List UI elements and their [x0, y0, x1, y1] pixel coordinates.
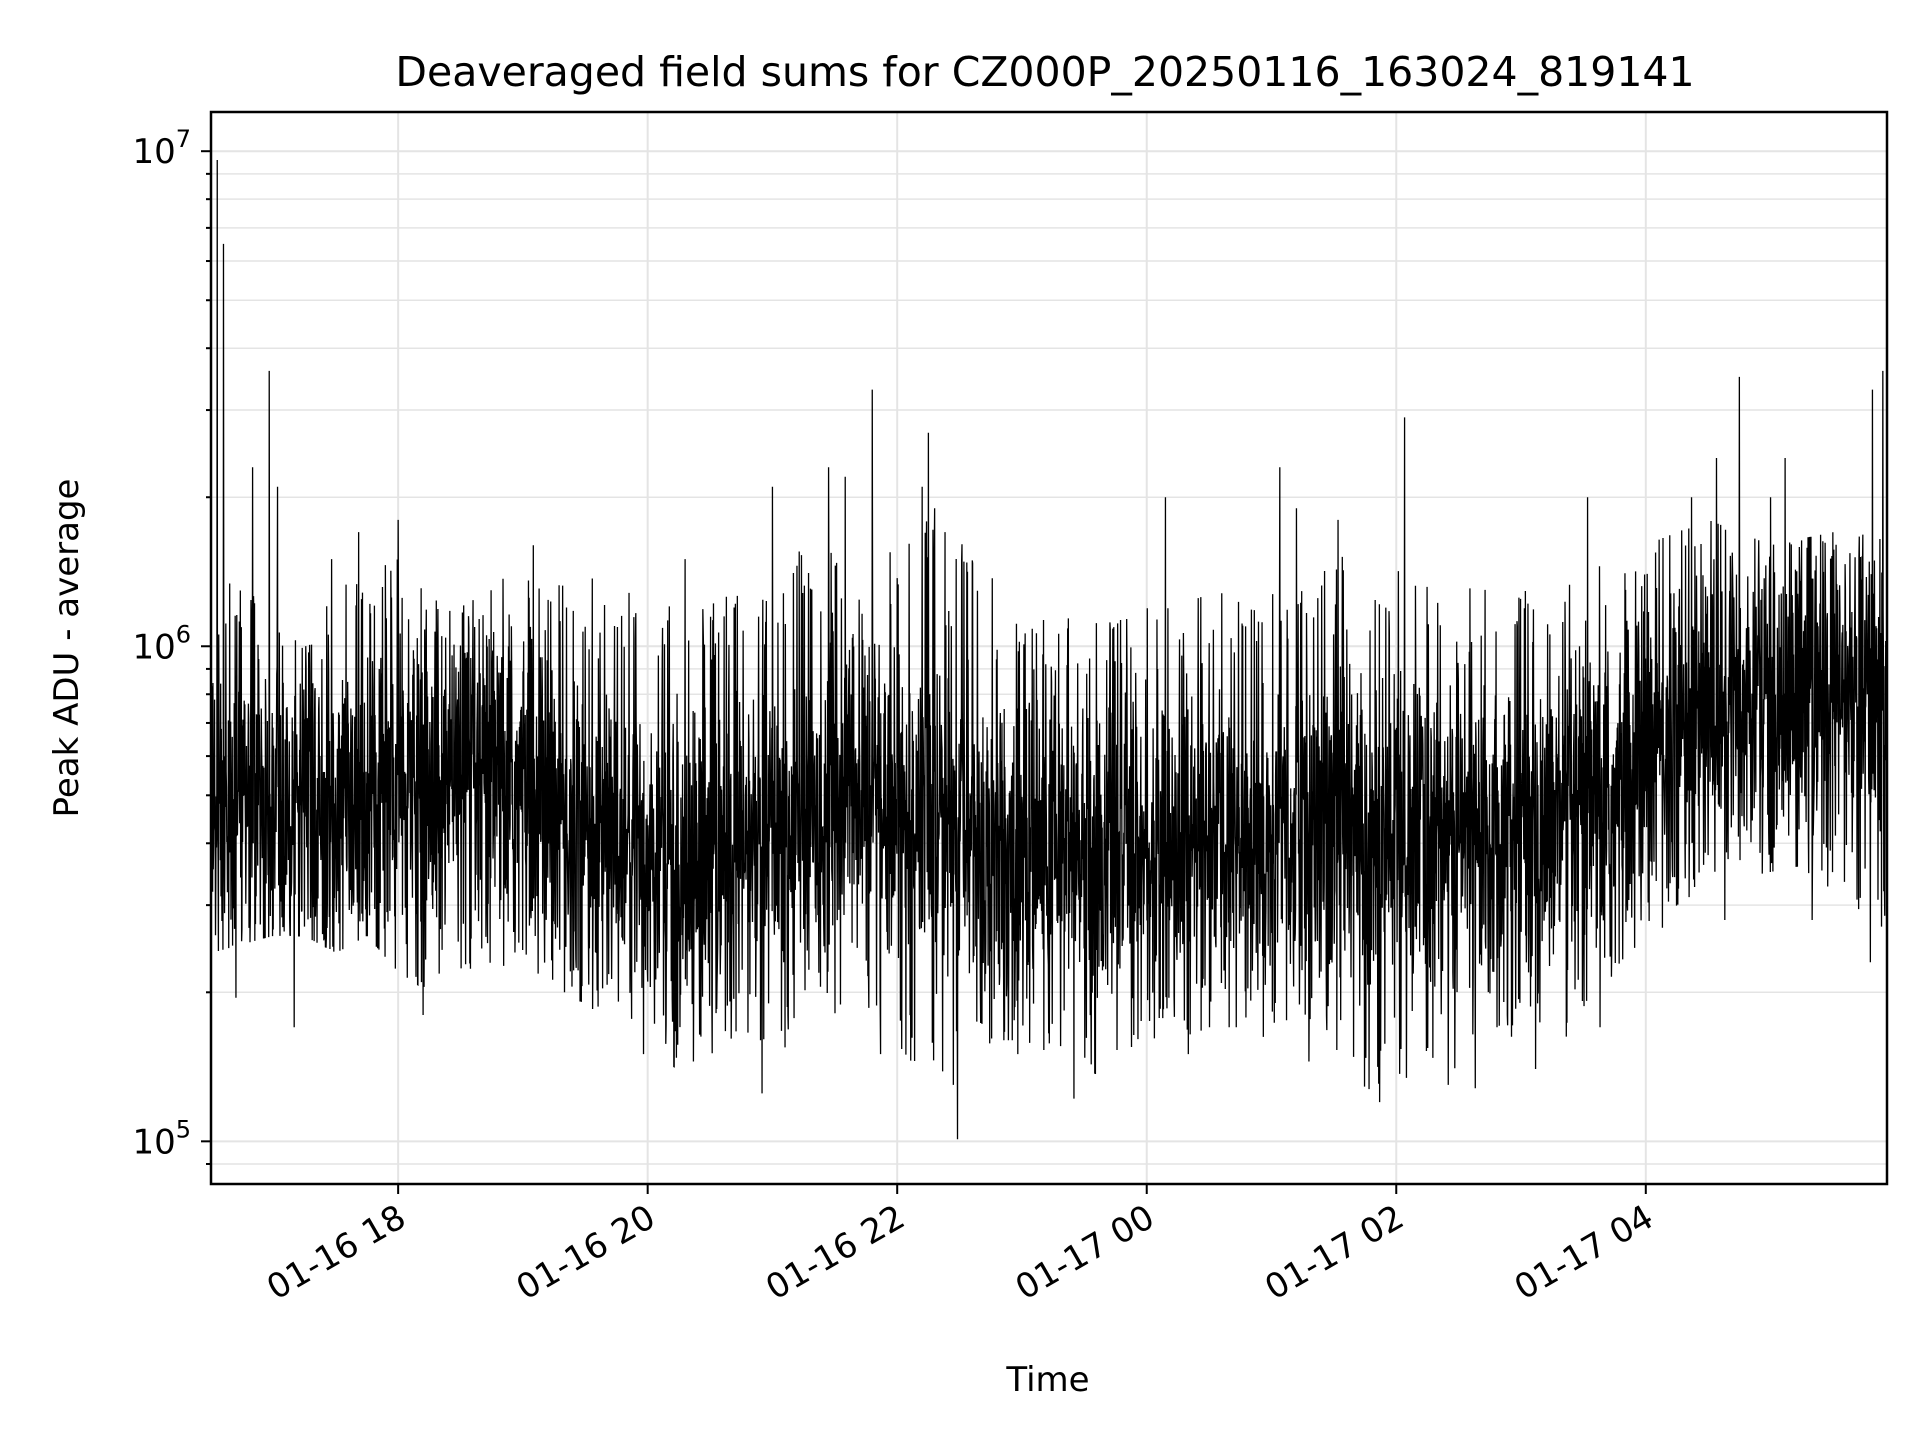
plot-frame: [209, 110, 1889, 1186]
x-axis-label: Time: [1005, 1360, 1089, 1400]
y-tick-base: 10: [132, 1122, 175, 1162]
y-axis-label: Peak ADU - average: [47, 479, 87, 818]
y-tick-exponent: 5: [176, 1115, 191, 1143]
y-tick-base: 10: [132, 132, 175, 172]
series-line: [210, 159, 1888, 1140]
y-tick-label: 107: [132, 125, 191, 172]
series-layer: [210, 159, 1888, 1140]
y-tick-label: 105: [132, 1115, 191, 1162]
y-tick-exponent: 7: [176, 125, 191, 153]
y-tick-base: 10: [132, 627, 175, 667]
y-tick-label: 106: [132, 620, 191, 667]
y-tick-exponent: 6: [176, 620, 191, 648]
chart-title: Deaveraged field sums for CZ000P_2025011…: [395, 48, 1694, 96]
